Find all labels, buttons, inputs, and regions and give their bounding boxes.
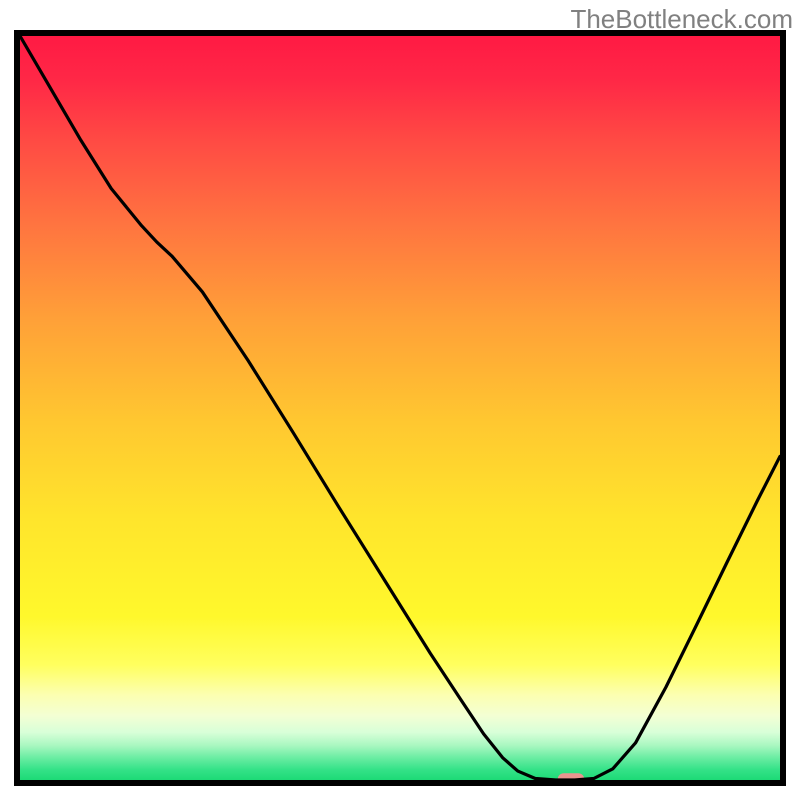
- chart-stage: TheBottleneck.com: [0, 0, 800, 800]
- watermark-text: TheBottleneck.com: [570, 4, 793, 35]
- bottleneck-curve-chart: [0, 0, 800, 800]
- gradient-background: [20, 36, 780, 780]
